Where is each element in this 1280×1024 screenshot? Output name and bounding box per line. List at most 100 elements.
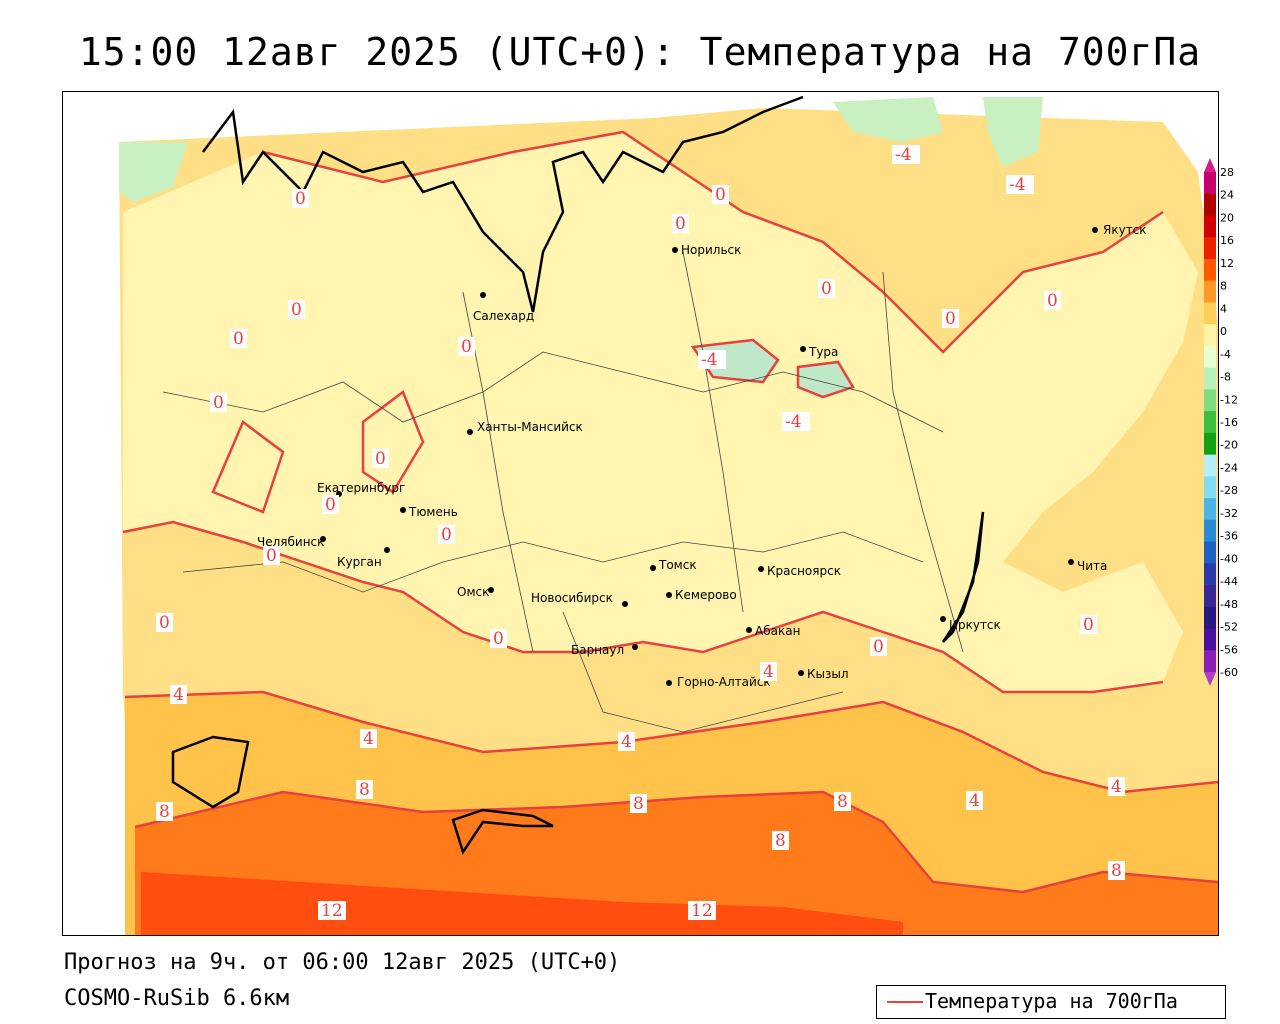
forecast-info: Прогноз на 9ч. от 06:00 12авг 2025 (UTC+… — [64, 950, 621, 975]
isotherm-label-bg — [318, 901, 346, 920]
isotherm-label: 4 — [363, 729, 374, 749]
isotherm-label-bg — [156, 802, 173, 821]
colorbar-tick-label: -60 — [1220, 666, 1238, 679]
city-label: Барнаул — [571, 643, 624, 657]
colorbar-swatch — [1204, 172, 1216, 195]
isotherm-label: 0 — [291, 300, 302, 320]
colorbar-tick-label: 0 — [1220, 325, 1227, 338]
isotherm-label-bg — [438, 525, 455, 544]
colorbar-swatch — [1204, 541, 1216, 564]
isotherm-label-bg — [360, 729, 377, 748]
isotherm-label-bg — [966, 791, 983, 810]
isotherm-label: 0 — [213, 393, 224, 413]
isotherm-label: 0 — [325, 495, 336, 515]
city-label: Новосибирск — [531, 591, 613, 605]
city-label: Омск — [457, 585, 489, 599]
isotherm-label: 0 — [461, 337, 472, 357]
isotherm-label: 4 — [969, 791, 980, 811]
colorbar-tick-label: 4 — [1220, 302, 1227, 315]
isotherm-label: 8 — [633, 794, 644, 814]
colorbar-swatch — [1204, 258, 1216, 282]
city-marker — [488, 587, 494, 593]
colorbar-tick-label: -48 — [1220, 598, 1238, 611]
city-marker — [384, 547, 390, 553]
city-marker — [480, 292, 486, 298]
isotherm-label-bg — [372, 449, 389, 468]
isotherm-label: -4 — [895, 145, 912, 165]
isotherm-label-bg — [1108, 777, 1125, 796]
isotherm-label-bg — [892, 145, 920, 164]
colorbar-swatch — [1204, 215, 1216, 238]
isotherm-label: 8 — [775, 831, 786, 851]
city-label: Чита — [1077, 559, 1107, 573]
colorbar-tick-label: 24 — [1220, 189, 1234, 202]
isotherm-label: 0 — [821, 279, 832, 299]
city-label: Тюмень — [408, 505, 458, 519]
city-label: Челябинск — [257, 535, 324, 549]
city-marker — [672, 247, 678, 253]
colorbar-tick-label: -12 — [1220, 393, 1238, 406]
isotherm-label: 0 — [945, 309, 956, 329]
colorbar-tick-label: -36 — [1220, 530, 1238, 543]
isotherm-label-bg — [1044, 291, 1061, 310]
colorbar-swatch — [1204, 606, 1216, 630]
temperature-field — [119, 97, 1218, 935]
colorbar-swatch — [1204, 585, 1216, 608]
colorbar-swatch — [1204, 280, 1216, 303]
colorbar-bottom-arrow — [1204, 672, 1216, 686]
isotherm-label-layer: -4 -4 0 0 0 0 0 0 0 0 0 0 0 0 0 0 0 0 0 0 -4 -4 4 4 4 4 4 4 8 8 8 8 8 8 12… — [156, 145, 1125, 921]
isotherm-label-bg — [688, 901, 716, 920]
city-label: Курган — [337, 555, 382, 569]
colorbar-tick-label: 12 — [1220, 257, 1234, 270]
isotherm-label-bg — [782, 412, 810, 431]
city-label: Красноярск — [767, 564, 841, 578]
isotherm-label-bg — [210, 393, 227, 412]
isotherm-label: 8 — [1111, 861, 1122, 881]
colorbar-tick-label: -44 — [1220, 575, 1238, 588]
city-label: Кемерово — [675, 588, 737, 602]
colorbar-tick-label: -24 — [1220, 461, 1238, 474]
colorbar-swatch — [1204, 498, 1216, 521]
colorbar-tick-label: 20 — [1220, 211, 1234, 224]
city-label: Томск — [658, 558, 697, 572]
colorbar-swatch — [1204, 237, 1216, 260]
colorbar-swatch — [1204, 476, 1216, 499]
admin-borders — [162, 251, 964, 733]
isotherm-label: 4 — [1111, 777, 1122, 797]
city-label: Норильск — [681, 243, 741, 257]
temperature-map[interactable]: Якутск Норильск Салехард Тура Ханты-Мансийск… — [62, 91, 1219, 936]
isotherm-label: 0 — [375, 449, 386, 469]
isotherm-label-bg — [630, 794, 647, 813]
city-marker — [1068, 559, 1074, 565]
legend-line-swatch — [887, 1001, 923, 1003]
colorbar-tick-label: 8 — [1220, 280, 1227, 293]
coastline — [171, 95, 985, 855]
colorbar-swatch — [1204, 367, 1216, 390]
colorbar-top-arrow — [1204, 158, 1216, 172]
isotherm-label: 0 — [295, 189, 306, 209]
colorbar-tick-label: -8 — [1220, 371, 1231, 384]
city-label: Екатеринбург — [317, 481, 405, 495]
isotherm-label-bg — [760, 662, 777, 681]
colorbar-tick-label: -52 — [1220, 621, 1238, 634]
isotherm-label-bg — [288, 300, 305, 319]
isotherm-label: 0 — [675, 214, 686, 234]
colorbar-swatch — [1204, 650, 1216, 673]
isotherm-label-bg — [156, 613, 173, 632]
colorbar-swatch — [1204, 324, 1216, 347]
colorbar-tick-label: -32 — [1220, 507, 1238, 520]
city-marker — [800, 346, 806, 352]
isotherms — [122, 130, 1218, 894]
colorbar-swatch — [1204, 628, 1216, 651]
legend-label: Температура на 700гПа — [925, 989, 1178, 1013]
isotherm-label-bg — [490, 629, 507, 648]
city-marker — [320, 536, 326, 542]
isotherm-label: 0 — [715, 185, 726, 205]
isotherm-label-bg — [618, 732, 635, 751]
city-label: Горно-Алтайск — [677, 675, 771, 689]
isotherm-label: 4 — [621, 732, 632, 752]
isotherm-label: -4 — [1009, 175, 1026, 195]
isotherm-label-bg — [356, 780, 373, 799]
city-marker — [622, 601, 628, 607]
colorbar-tick-label: -4 — [1220, 348, 1231, 361]
